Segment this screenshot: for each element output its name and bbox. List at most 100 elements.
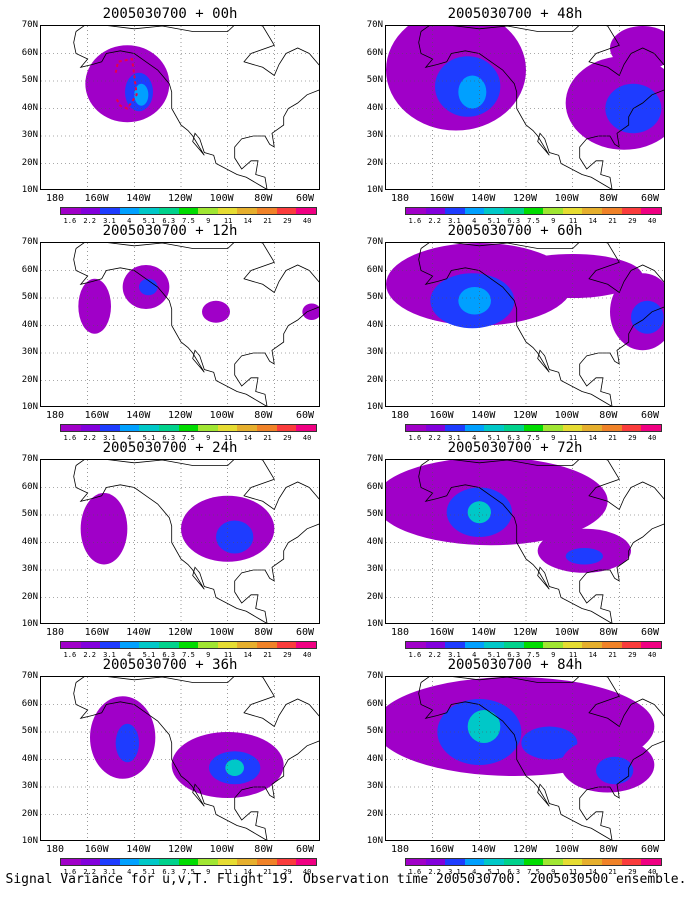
coastline (73, 460, 319, 623)
map-svg (386, 26, 664, 189)
colorbar-level-label: 1.6 (408, 868, 422, 876)
colorbar-level-label: 3.1 (448, 217, 461, 225)
colorbar-swatch (100, 208, 120, 214)
colorbar-swatch (406, 642, 426, 648)
variance-region (610, 26, 664, 70)
colorbar-swatch (139, 208, 160, 214)
colorbar-level-label: 4 (472, 217, 477, 225)
lon-tick-label: 160W (429, 844, 454, 855)
colorbar-level-label: 2.2 (83, 217, 96, 225)
colorbar-swatch (641, 859, 661, 865)
colorbar-level-label: 4 (472, 434, 477, 442)
lat-tick-label: 40N (21, 319, 38, 330)
colorbar-swatch (621, 425, 642, 431)
lat-tick-label: 50N (366, 509, 383, 519)
colorbar-swatch (523, 859, 544, 865)
colorbar-level-label: 3.1 (448, 434, 461, 442)
map-svg (386, 677, 664, 840)
colorbar-swatch (504, 859, 524, 865)
colorbar-level-label: 29 (628, 651, 637, 659)
colorbar-swatch (257, 208, 277, 214)
colorbar-level-label: 9 (551, 651, 556, 659)
lat-tick-label: 70N (366, 454, 383, 464)
lon-tick-label: 80W (599, 627, 618, 638)
colorbar-level-label: 7.5 (182, 651, 195, 659)
panel-title: 2005030700 + 60h (447, 223, 583, 239)
panel-title: 2005030700 + 72h (447, 440, 583, 456)
lat-tick-label: 30N (21, 781, 38, 791)
colorbar-swatch (523, 642, 544, 648)
lon-tick-label: 80W (254, 410, 273, 421)
lon-tick-label: 80W (599, 410, 618, 421)
colorbar-level-label: 4 (127, 434, 132, 442)
colorbar-level-label: 5.1 (142, 434, 156, 442)
colorbar-swatch (237, 859, 258, 865)
lat-tick-label: 50N (21, 509, 38, 519)
lat-tick-label: 10N (366, 619, 383, 629)
lat-tick-label: 40N (21, 753, 38, 764)
variance-region (458, 287, 491, 315)
colorbar-swatch (445, 642, 465, 648)
panel-title: 2005030700 + 00h (102, 6, 238, 22)
colorbar-level-label: 21 (263, 434, 272, 442)
lat-tick-label: 20N (21, 591, 38, 602)
colorbar-level-label: 29 (283, 868, 292, 876)
lat-tick-label: 10N (21, 836, 38, 846)
colorbar-swatch (61, 859, 81, 865)
colorbar-level-label: 6.3 (162, 651, 176, 659)
lon-tick-label: 120W (167, 627, 193, 638)
colorbar-swatch (523, 425, 544, 431)
lon-tick-label: 160W (429, 627, 454, 638)
lon-tick-label: 140W (471, 627, 496, 638)
map-svg (41, 677, 319, 840)
colorbar-level-label: 21 (263, 651, 272, 659)
colorbar-swatch (504, 425, 524, 431)
lon-tick-label: 160W (429, 410, 454, 421)
colorbar-swatch (80, 425, 101, 431)
colorbar-level-label: 1.6 (63, 217, 77, 225)
lat-tick-label: 40N (366, 102, 383, 113)
colorbar-swatch (543, 859, 563, 865)
lon-tick-label: 100W (209, 410, 234, 421)
colorbar-level-label: 2.2 (428, 217, 441, 225)
colorbar-level-label: 2.2 (83, 868, 96, 876)
colorbar-level-label: 40 (302, 651, 312, 659)
colorbar-level-label: 11 (568, 651, 578, 659)
lon-tick-label: 80W (599, 844, 618, 855)
lon-tick-label: 60W (640, 844, 660, 855)
colorbar-swatch (602, 859, 622, 865)
variance-region (458, 75, 487, 109)
map-svg (41, 243, 319, 406)
colorbar-level-label: 29 (628, 434, 637, 442)
lat-tick-label: 60N (21, 698, 38, 709)
colorbar-level-label: 29 (283, 217, 292, 225)
colorbar-swatch (406, 859, 426, 865)
variance-region (202, 300, 230, 323)
lon-tick-label: 60W (640, 193, 660, 204)
coastline (73, 677, 319, 840)
coastline (418, 243, 664, 406)
coastline (418, 677, 664, 840)
map-svg (386, 243, 664, 406)
colorbar-level-label: 40 (647, 868, 657, 876)
lat-tick-label: 70N (366, 671, 383, 681)
variance-region (78, 278, 111, 334)
map-panel: 2005030700 + 00h 70N 60N 50N 40N 30N 20N 10N 180… (5, 5, 335, 225)
colorbar-level-label: 5.1 (142, 651, 156, 659)
lon-tick-label: 80W (599, 193, 618, 204)
colorbar-swatch (484, 859, 505, 865)
colorbar-swatch (543, 642, 563, 648)
lat-tick-label: 30N (21, 347, 38, 357)
colorbar-level-label: 40 (302, 868, 312, 876)
lon-tick-label: 160W (84, 844, 109, 855)
colorbar-swatch (504, 642, 524, 648)
colorbar-swatch (119, 642, 140, 648)
map-plot (40, 242, 320, 407)
colorbar-level-label: 21 (263, 868, 272, 876)
colorbar-swatch (217, 208, 238, 214)
colorbar-level-label: 21 (608, 868, 617, 876)
colorbar-swatch (484, 425, 505, 431)
variance-region (302, 303, 319, 320)
variance-region (467, 710, 501, 743)
colorbar-level-label: 40 (302, 217, 312, 225)
